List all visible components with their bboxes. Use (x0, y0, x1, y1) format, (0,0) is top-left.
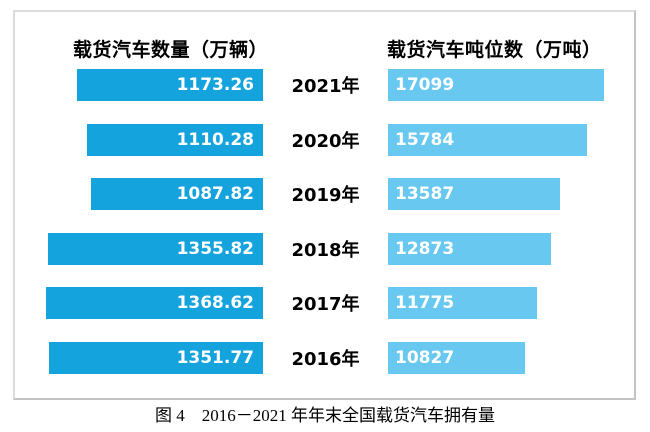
year-zone: 2020年 (263, 127, 388, 153)
right-column-header: 载货汽车吨位数（万吨） (387, 39, 602, 61)
bar-row: 1173.26 2021年 17099 (15, 58, 634, 113)
bar-row: 1368.62 2017年 11775 (15, 276, 634, 331)
year-zone: 2016年 (263, 345, 388, 371)
tonnage-bar-zone: 15784 (388, 123, 634, 156)
tonnage-bar-zone: 13587 (388, 178, 634, 211)
tonnage-bar: 15784 (388, 123, 588, 156)
count-bar: 1355.82 (48, 232, 263, 265)
count-bar-zone: 1351.77 (15, 341, 263, 374)
year-label: 2017年 (291, 294, 360, 316)
count-bar: 1351.77 (48, 341, 263, 374)
year-label: 2016年 (291, 348, 360, 370)
tonnage-bar: 17099 (388, 69, 604, 102)
chart-box: 载货汽车数量（万辆） 载货汽车吨位数（万吨） 1173.26 2021年 17099… (13, 10, 636, 400)
count-bar: 1110.28 (87, 123, 263, 156)
year-label: 2020年 (291, 130, 360, 152)
count-bar-zone: 1087.82 (15, 178, 263, 211)
tonnage-bar: 11775 (388, 287, 537, 320)
year-zone: 2019年 (263, 181, 388, 207)
bar-row: 1110.28 2020年 15784 (15, 113, 634, 168)
tonnage-bar-zone: 10827 (388, 341, 634, 374)
tonnage-bar-zone: 17099 (388, 69, 634, 102)
year-label: 2019年 (291, 185, 360, 207)
year-zone: 2021年 (263, 72, 388, 98)
figure-caption: 图 4 2016－2021 年年末全国载货汽车拥有量 (155, 406, 495, 425)
tonnage-bar: 12873 (388, 232, 551, 265)
bar-row: 1087.82 2019年 13587 (15, 167, 634, 222)
count-bar-zone: 1173.26 (15, 69, 263, 102)
count-bar: 1087.82 (90, 178, 263, 211)
bar-row: 1351.77 2016年 10827 (15, 331, 634, 386)
year-zone: 2017年 (263, 290, 388, 316)
count-bar-zone: 1368.62 (15, 287, 263, 320)
year-label: 2021年 (291, 76, 360, 98)
tonnage-bar-zone: 12873 (388, 232, 634, 265)
count-bar-zone: 1355.82 (15, 232, 263, 265)
count-bar: 1173.26 (77, 69, 263, 102)
count-bar-zone: 1110.28 (15, 123, 263, 156)
year-zone: 2018年 (263, 236, 388, 262)
bar-rows: 1173.26 2021年 17099 1110.28 2020年 15784 1087.8… (15, 58, 634, 385)
tonnage-bar: 13587 (388, 178, 560, 211)
tonnage-bar-zone: 11775 (388, 287, 634, 320)
tonnage-bar: 10827 (388, 341, 525, 374)
bar-row: 1355.82 2018年 12873 (15, 222, 634, 277)
left-column-header: 载货汽车数量（万辆） (73, 39, 269, 61)
year-label: 2018年 (291, 239, 360, 261)
count-bar: 1368.62 (46, 287, 263, 320)
